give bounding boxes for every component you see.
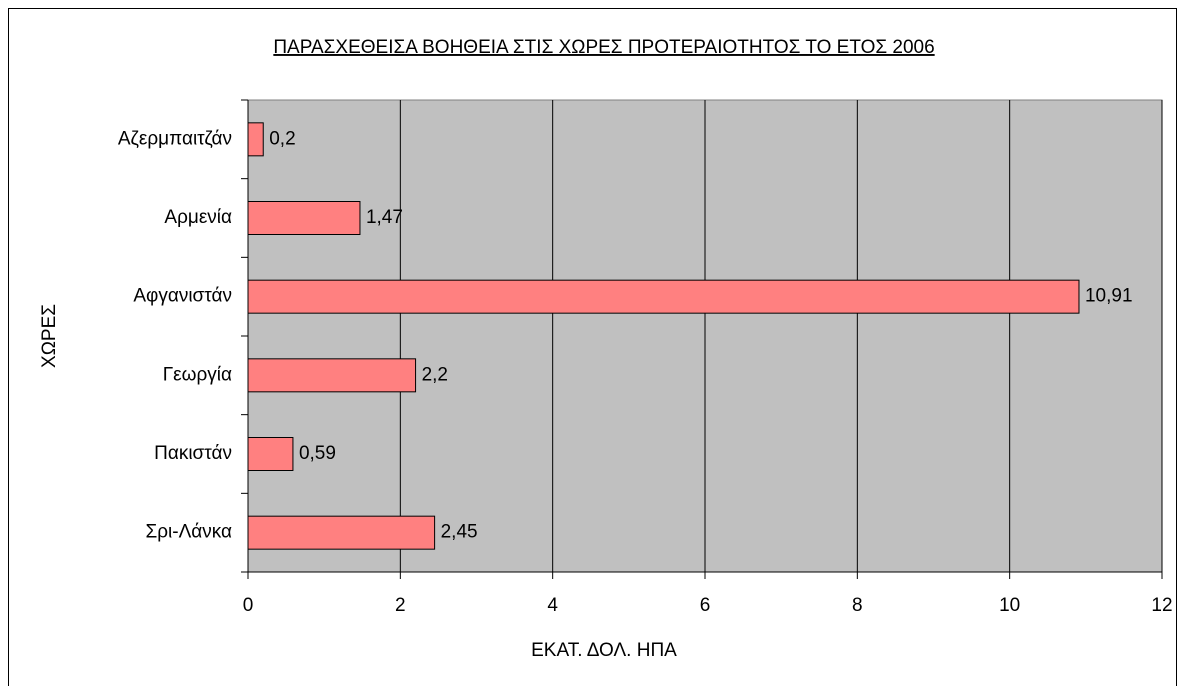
bar: [247, 201, 361, 235]
x-tick-label: 8: [852, 595, 863, 616]
data-label: 2,2: [422, 364, 448, 385]
y-tick-label: Αζερμπαιτζάν: [118, 128, 232, 149]
x-tick-label: 12: [1151, 595, 1172, 616]
bar: [247, 279, 1080, 314]
data-label: 0,2: [269, 128, 295, 149]
bar: [247, 122, 264, 157]
x-tick-label: 4: [547, 595, 558, 616]
y-tick-label: Πακιστάν: [154, 443, 232, 464]
y-tick-label: Γεωργία: [163, 364, 232, 385]
x-tick-label: 2: [395, 595, 406, 616]
x-tick-label: 6: [700, 595, 711, 616]
bar: [247, 358, 417, 393]
x-tick-label: 0: [243, 595, 254, 616]
x-tick-label: 10: [999, 595, 1020, 616]
data-label: 10,91: [1085, 286, 1133, 307]
chart-title: ΠΑΡΑΣΧΕΘΕΙΣΑ ΒΟΗΘΕΙΑ ΣΤΙΣ ΧΩΡΕΣ ΠΡΟΤΕΡΑΙ…: [273, 37, 934, 58]
data-label: 2,45: [441, 522, 478, 543]
y-tick-label: Αφγανιστάν: [133, 286, 232, 307]
x-axis-label: ΕΚΑΤ. ΔΟΛ. ΗΠΑ: [531, 640, 677, 661]
y-tick-label: Αρμενία: [164, 207, 232, 228]
bar: [247, 515, 436, 550]
bar: [247, 437, 294, 471]
y-tick-label: Σρι-Λάνκα: [145, 522, 232, 543]
data-label: 0,59: [299, 443, 336, 464]
data-label: 1,47: [366, 207, 403, 228]
y-axis-label: ΧΩΡΕΣ: [39, 304, 60, 368]
